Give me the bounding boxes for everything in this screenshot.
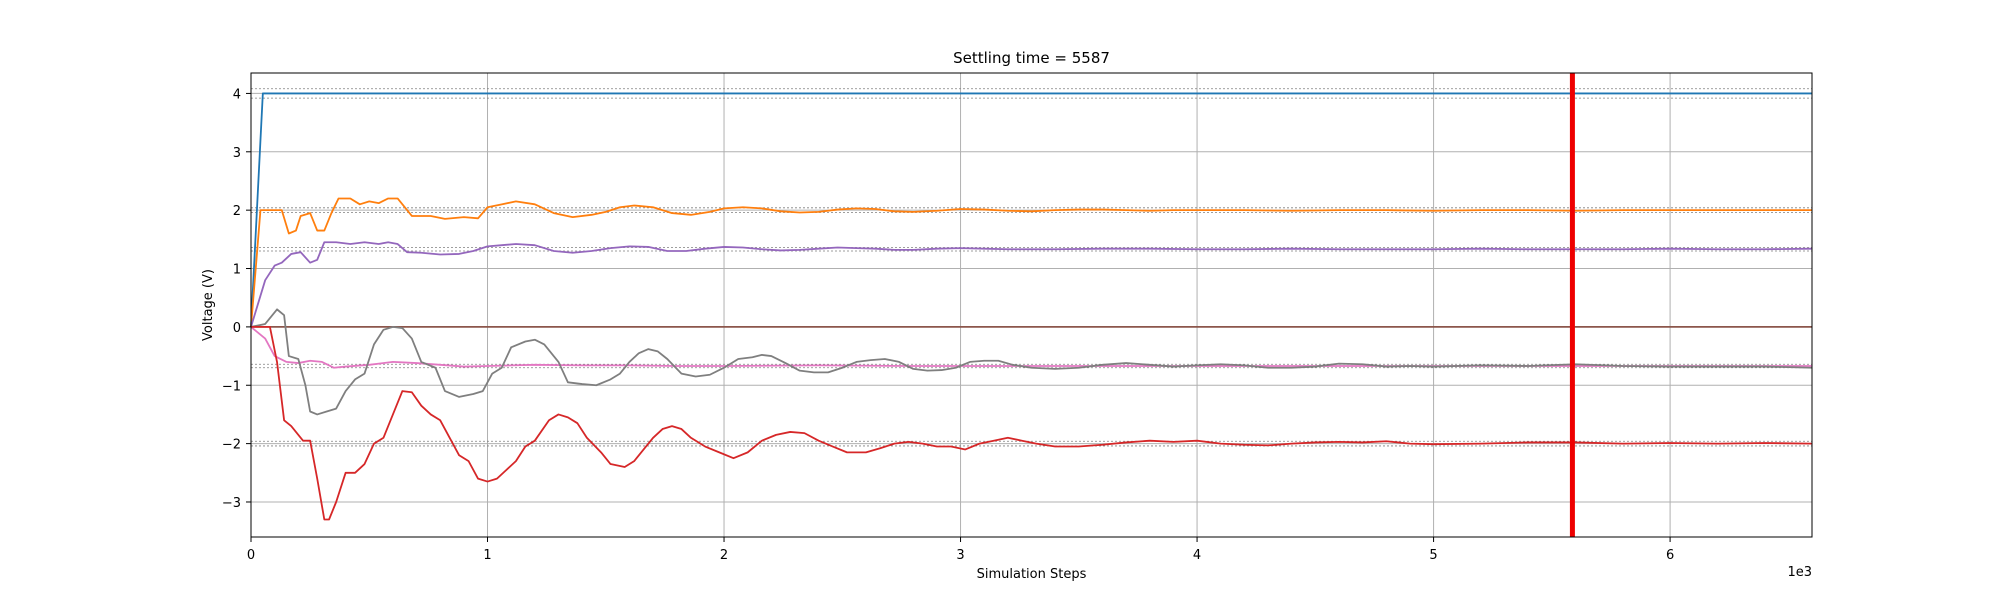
chart-title: Settling time = 5587 <box>953 49 1110 67</box>
y-tick-label: −2 <box>222 438 241 453</box>
x-axis-label: Simulation Steps <box>977 567 1087 582</box>
series-line-2 <box>250 197 1812 327</box>
y-tick-label: 1 <box>233 263 241 278</box>
y-tick-label: 0 <box>233 321 241 336</box>
x-tick-label: 4 <box>1193 548 1201 563</box>
y-tick-label: 4 <box>233 87 241 102</box>
y-axis-ticks: −3 −2 −1 0 1 2 3 4 <box>222 87 251 511</box>
y-axis-label: Voltage (V) <box>201 269 216 341</box>
y-tick-label: 3 <box>233 146 241 161</box>
x-tick-label: 5 <box>1429 548 1437 563</box>
grid <box>250 73 1812 537</box>
series-line-1 <box>250 92 1812 327</box>
series-line-7 <box>251 325 1813 521</box>
x-tick-label: 3 <box>956 548 964 563</box>
y-tick-label: −3 <box>222 496 241 511</box>
series-line-3 <box>250 241 1813 328</box>
x-axis-ticks: 0 1 2 3 4 5 6 <box>247 537 1674 563</box>
x-tick-label: 1 <box>483 548 491 563</box>
series-line-5 <box>250 326 1812 369</box>
plot-frame <box>250 72 1813 538</box>
tolerance-lines <box>251 88 1812 447</box>
series-line-6 <box>250 308 1813 416</box>
series-group <box>250 92 1813 521</box>
x-tick-label: 0 <box>247 548 255 563</box>
y-tick-label: 2 <box>233 204 241 219</box>
y-tick-label: −1 <box>222 379 241 394</box>
x-tick-label: 6 <box>1666 548 1674 563</box>
x-axis-exponent-label: 1e3 <box>1787 565 1812 580</box>
x-tick-label: 2 <box>720 548 728 563</box>
